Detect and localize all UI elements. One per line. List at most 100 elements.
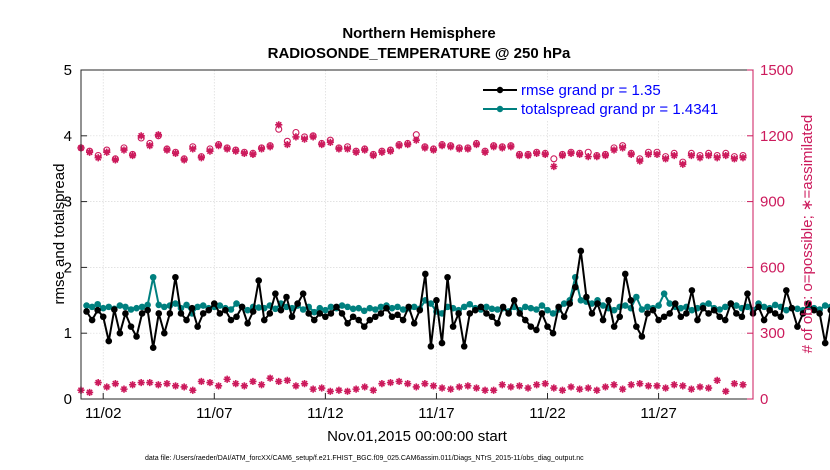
obs-low-count-point [730, 380, 738, 388]
rmse-point [288, 313, 296, 321]
rmse-point [305, 310, 313, 317]
rmse-point [238, 303, 246, 311]
rmse-point [283, 293, 290, 301]
rmse-point [644, 310, 651, 317]
totalspread-point [705, 300, 712, 307]
obs-low-count-point [644, 382, 653, 390]
obs-assimilated-point [507, 143, 515, 151]
rmse-point [788, 304, 796, 312]
obs-low-count-point [687, 385, 695, 393]
obs-assimilated-point [240, 149, 248, 157]
obs-low-count-point [455, 383, 463, 391]
obs-low-count-point [369, 386, 377, 394]
obs-low-count-point [120, 385, 128, 393]
obs-low-count-point [421, 380, 429, 388]
rmse-point [438, 339, 446, 347]
totalspread-point [344, 303, 351, 311]
obs-assimilated-point [257, 145, 266, 153]
rmse-point [699, 304, 707, 312]
rmse-point [227, 316, 235, 324]
rmse-point [277, 306, 285, 314]
obs-low-count-point [146, 378, 154, 387]
obs-assimilated-point [386, 147, 395, 155]
obs-assimilated-point [653, 150, 661, 159]
obs-low-count-point [335, 386, 343, 394]
rmse-point [610, 323, 618, 330]
obs-low-count-point [300, 380, 309, 388]
totalspread-point [588, 300, 596, 307]
rmse-point [161, 329, 168, 337]
rmse-point [571, 283, 579, 291]
obs-assimilated-point [730, 155, 738, 163]
totalspread-point [677, 304, 685, 312]
obs-low-count-point [722, 387, 730, 395]
rmse-point [483, 310, 490, 317]
rmse-point [738, 313, 746, 321]
obs-assimilated-point [300, 135, 309, 143]
obs-assimilated-point [352, 148, 360, 156]
totalspread-point [322, 306, 329, 314]
totalspread-point [527, 304, 535, 312]
obs-assimilated-point [223, 145, 231, 153]
obs-assimilated-point [292, 133, 300, 141]
obs-low-count-point [533, 381, 541, 389]
obs-assimilated-point [662, 155, 670, 163]
legend-rmse-marker [496, 86, 504, 94]
obs-assimilated-point [275, 121, 283, 129]
obs-assimilated-point [447, 143, 455, 151]
rmse-point [694, 316, 701, 324]
obs-assimilated-point [128, 151, 137, 160]
totalspread-point [99, 304, 107, 312]
rmse-point [555, 303, 562, 311]
rmse-point [744, 290, 751, 298]
plot-area [81, 70, 753, 399]
totalspread-point [783, 306, 790, 314]
obs-assimilated-point [481, 148, 489, 156]
obs-low-count-point [447, 385, 455, 393]
rmse-point [322, 313, 329, 321]
totalspread-point [88, 303, 96, 311]
rmse-point [721, 316, 729, 324]
totalspread-point [644, 303, 651, 311]
rmse-point [194, 323, 201, 330]
rmse-point [127, 323, 135, 330]
grid [81, 70, 753, 399]
rmse-point [83, 308, 90, 315]
rmse-point [766, 306, 773, 314]
totalspread-point [133, 304, 140, 312]
rmse-point [349, 313, 357, 321]
obs-assimilated-point [601, 151, 610, 160]
rmse-point [527, 323, 535, 330]
obs-assimilated-point [584, 153, 592, 161]
rmse-point [355, 316, 362, 324]
totalspread-point [410, 303, 418, 311]
axes: 0 1 2 3 4 5 0 300 600 900 1200 1500 11/02 11/07 11/12 1… [64, 62, 794, 422]
legend-rmse-label: rmse grand pr = 1.35 [521, 82, 661, 99]
rmse-point [377, 310, 385, 317]
obs-low-count-point [653, 382, 661, 390]
totalspread-point [633, 293, 640, 301]
obs-low-count-point [464, 382, 472, 390]
rmse-point [388, 313, 396, 321]
rmse-point [655, 316, 662, 324]
rmse-point [521, 316, 529, 324]
obs-low-count-point [283, 376, 291, 384]
rmse-point [671, 300, 679, 307]
obs-low-count-point [292, 382, 300, 390]
rmse-point [621, 270, 629, 278]
obs-assimilated-point [171, 149, 180, 157]
rmse-point [433, 297, 440, 304]
obs-low-count-point [361, 383, 369, 391]
rmse-point [577, 247, 585, 255]
rmse-point [394, 311, 401, 319]
obs-assimilated-point [524, 151, 532, 160]
totalspread-point [599, 302, 607, 309]
rmse-point [566, 300, 574, 307]
totalspread-point [94, 300, 101, 308]
rmse-point [144, 306, 151, 314]
rmse-point [427, 343, 435, 350]
totalspread-point [138, 303, 146, 311]
rmse-point [172, 273, 179, 281]
totalspread-point [377, 303, 385, 311]
